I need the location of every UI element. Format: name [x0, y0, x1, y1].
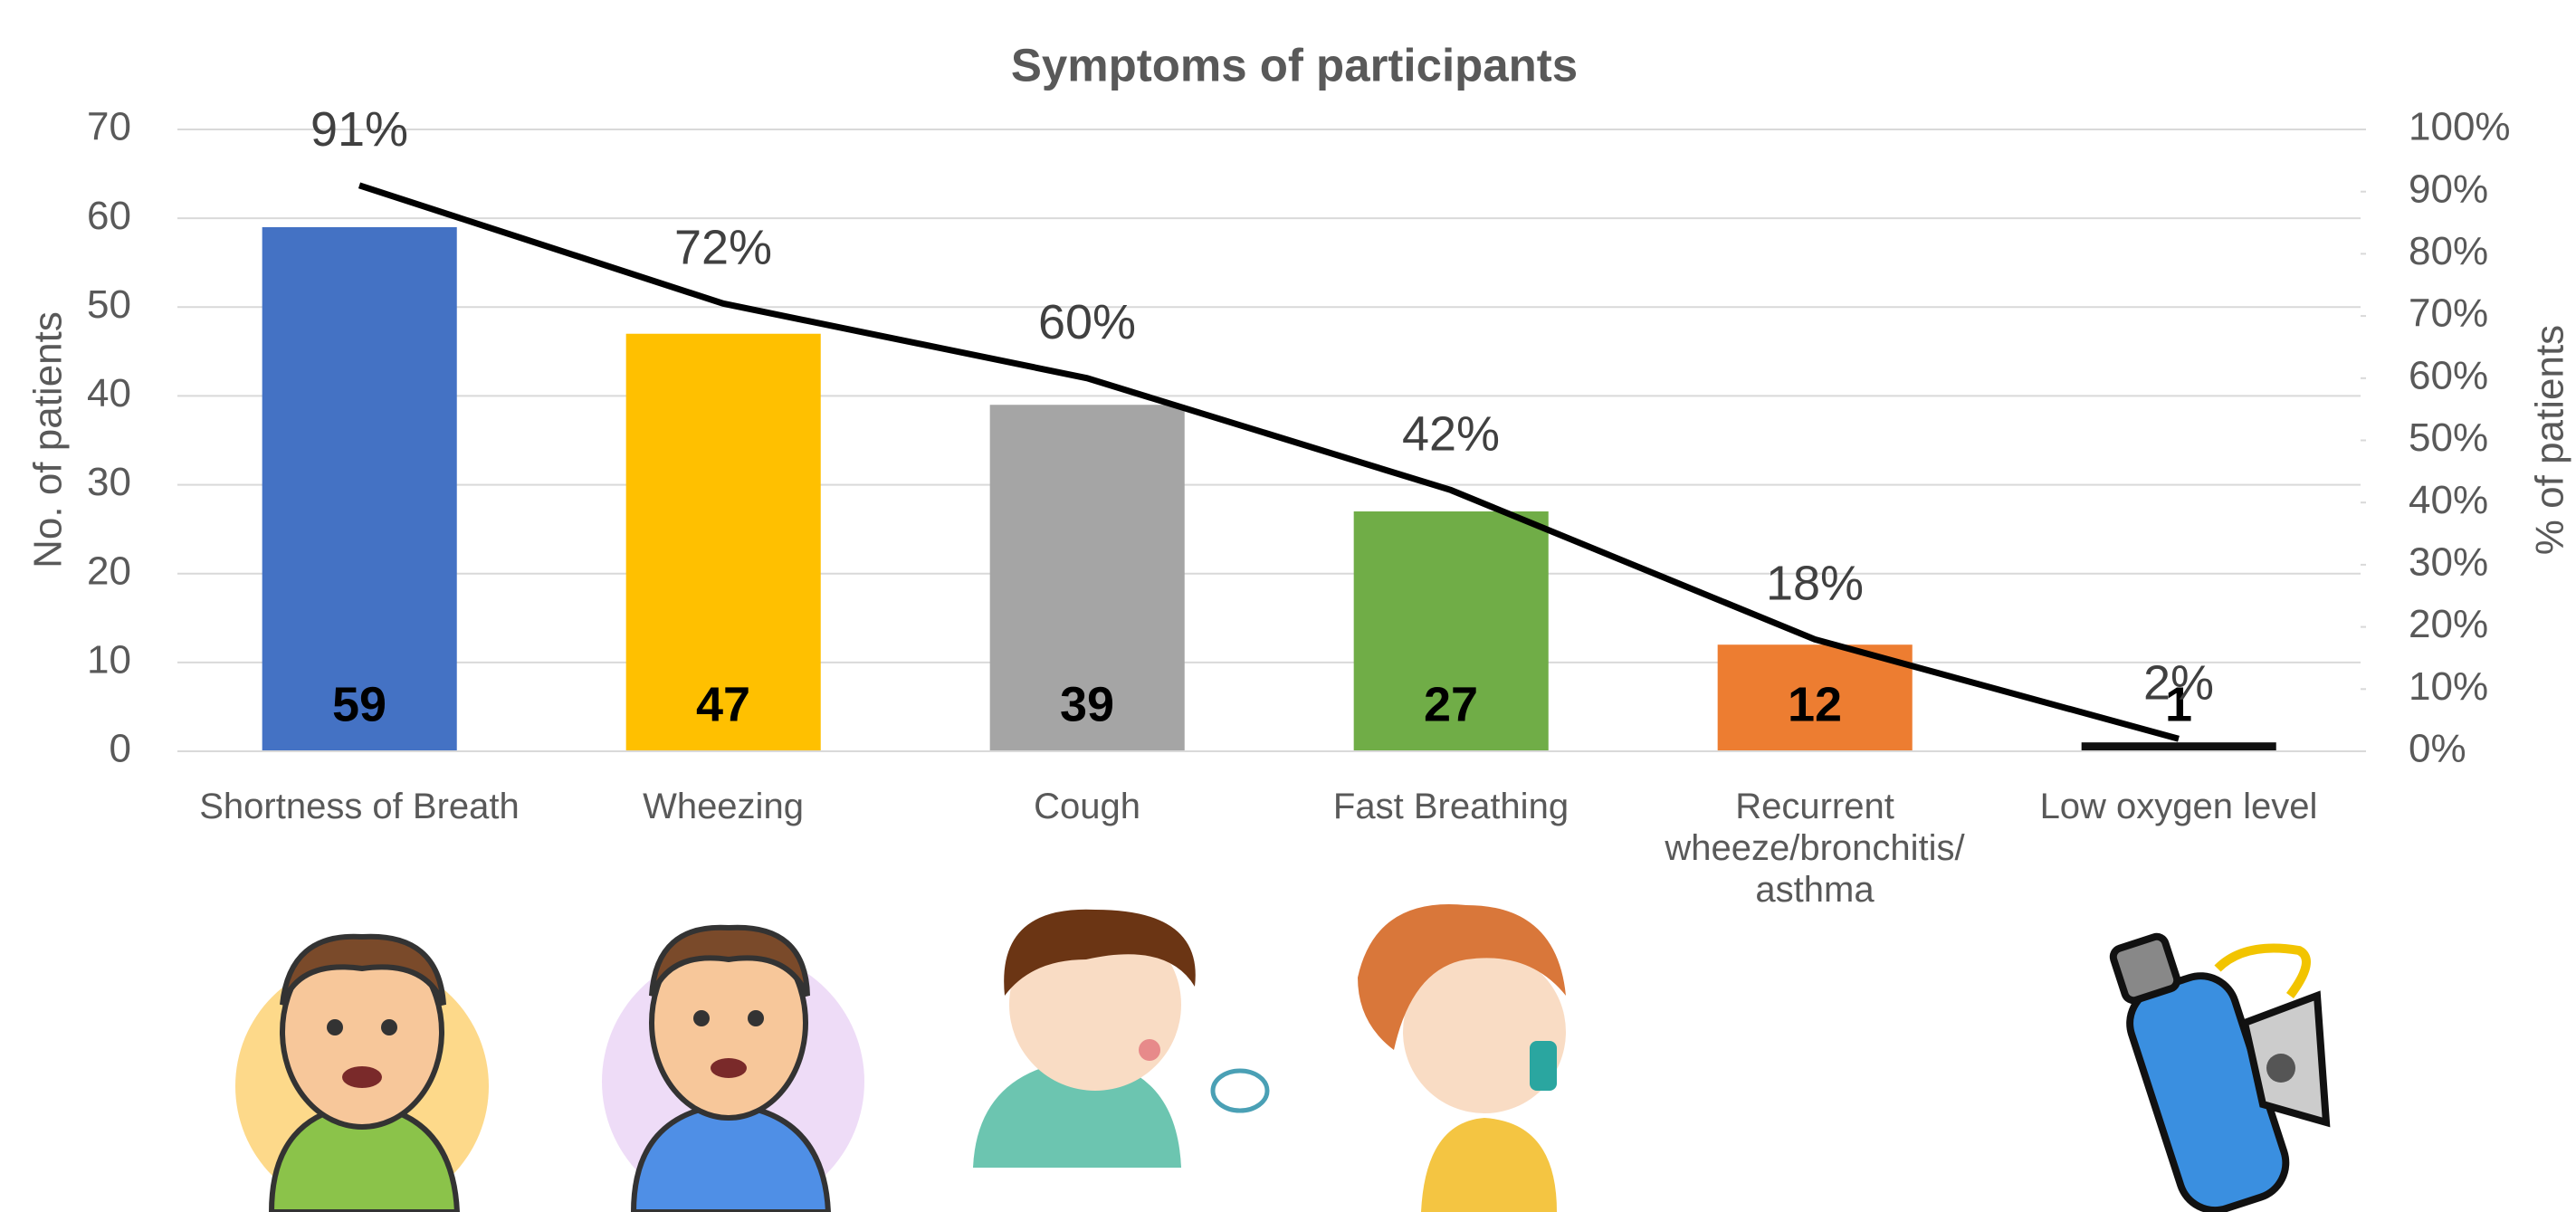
- y-tick-label: 0: [110, 727, 131, 771]
- illustrations: [235, 904, 2326, 1212]
- x-tick-label: Wheezing: [541, 786, 905, 827]
- line-value-label: 42%: [1402, 407, 1500, 462]
- y2-tick-label: 70%: [2409, 291, 2488, 336]
- line-value-label: 72%: [674, 221, 772, 275]
- y2-tick-label: 100%: [2409, 105, 2511, 149]
- y-tick-label: 70: [87, 105, 131, 149]
- y2-tick-label: 60%: [2409, 353, 2488, 397]
- x-tick-label: Cough: [905, 786, 1269, 827]
- x-tick-label: Low oxygen level: [1997, 786, 2361, 827]
- chart-title: Symptoms of participants: [1011, 39, 1578, 91]
- page: {"chart_data": { "type": "bar", "title":…: [0, 0, 2576, 1212]
- y2-tick-label: 20%: [2409, 602, 2488, 646]
- illustration-oxygen: [2111, 934, 2326, 1212]
- y2-axis-title: % of patients: [2528, 325, 2572, 555]
- y-tick-label: 40: [87, 371, 131, 415]
- y2-tick-label: 0%: [2409, 727, 2466, 771]
- y2-tick-label: 10%: [2409, 664, 2488, 709]
- y2-tick-label: 50%: [2409, 415, 2488, 460]
- y2-tick-label: 80%: [2409, 229, 2488, 273]
- bar: [262, 227, 457, 751]
- bar: [2082, 742, 2276, 751]
- illustration-breath: [235, 937, 489, 1212]
- plot-area: 0 10 20 30 40 50 60 70 0% 10% 20% 30% 40% 50% 60% 70% 80…: [87, 102, 2511, 771]
- line-value-label: 91%: [310, 102, 408, 157]
- x-tick-label: Shortness of Breath: [177, 786, 541, 827]
- illustration-fast-breathing: [1358, 904, 1566, 1212]
- bar-value-label: 39: [1060, 677, 1114, 731]
- line-value-label: 2%: [2143, 656, 2214, 711]
- line-value-label: 18%: [1766, 557, 1864, 611]
- x-tick-label: Fast Breathing: [1269, 786, 1633, 827]
- x-tick-label: Recurrent wheeze/bronchitis/ asthma: [1633, 786, 1997, 911]
- bar-value-label: 12: [1788, 677, 1842, 731]
- y-tick-label: 60: [87, 194, 131, 238]
- y-tick-label: 50: [87, 282, 131, 327]
- bar-value-label: 47: [696, 677, 750, 731]
- illustration-cough: [973, 910, 1267, 1168]
- y-tick-label: 30: [87, 460, 131, 504]
- y-axis-title: No. of patients: [26, 311, 71, 568]
- chart: Symptoms of participants No. of patients…: [0, 0, 2576, 1212]
- illustration-wheezing: [602, 928, 864, 1212]
- bar-value-label: 59: [332, 677, 386, 731]
- y2-tick-label: 40%: [2409, 478, 2488, 522]
- line-value-label: 60%: [1038, 295, 1136, 349]
- y2-tick-label: 90%: [2409, 167, 2488, 211]
- y2-tick-label: 30%: [2409, 540, 2488, 585]
- y-tick-label: 10: [87, 637, 131, 682]
- y-tick-label: 20: [87, 549, 131, 593]
- bar-value-label: 27: [1424, 677, 1478, 731]
